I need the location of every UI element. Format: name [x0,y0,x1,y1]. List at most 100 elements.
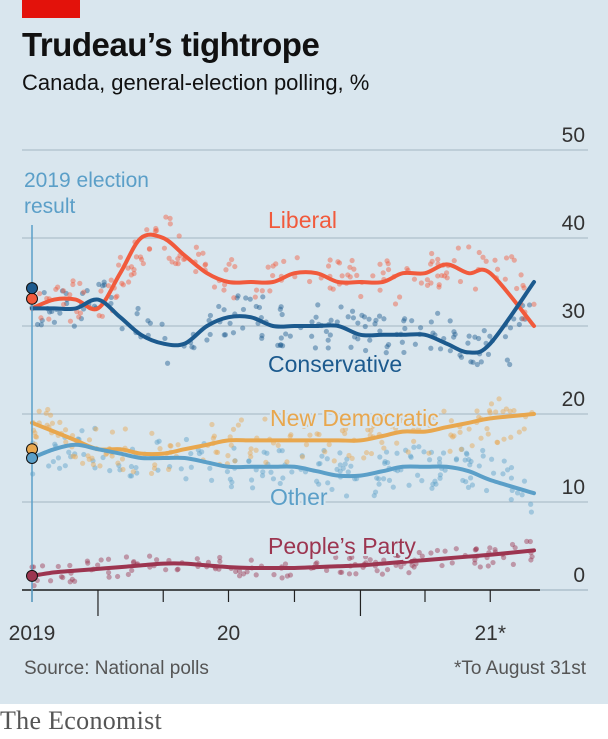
poll-dot [377,454,383,460]
poll-dot [116,262,122,268]
poll-dot [394,440,400,446]
poll-dot [78,316,84,322]
poll-dot [328,317,334,323]
poll-dot [154,439,160,445]
poll-dot [62,463,68,469]
poll-dot [278,304,284,310]
poll-dot [51,319,58,325]
poll-dot [428,319,434,325]
poll-dot [487,545,493,551]
poll-dot [503,406,509,412]
poll-dot [303,442,310,448]
poll-dot [148,470,155,477]
poll-dot [253,572,259,578]
x-tick-label: 2019 [9,622,56,645]
poll-dot [466,333,472,339]
poll-dot [411,438,417,444]
poll-dot [70,453,76,459]
poll-dot [367,337,373,343]
poll-dot [511,407,517,414]
poll-dot [348,344,354,350]
poll-dot [401,318,407,324]
poll-dot [501,436,507,442]
poll-dot [265,264,271,270]
poll-dot [376,313,383,319]
poll-dot [307,278,313,285]
poll-dot [426,457,433,463]
poll-dot [477,564,483,570]
trend-line-people-s-party [30,548,536,578]
poll-dot [409,318,415,324]
poll-dot [353,571,359,577]
poll-dot [175,566,181,572]
poll-dot [340,465,346,471]
poll-dot [125,571,131,578]
poll-dot [79,428,85,434]
poll-dot [105,283,112,289]
poll-dot [436,460,443,466]
poll-dot [262,416,268,422]
poll-dot [230,426,237,432]
poll-dot [175,442,181,448]
poll-dot [433,481,439,487]
poll-dot [109,429,116,435]
poll-dot [435,310,441,316]
poll-dot [260,469,266,475]
poll-dot [385,459,391,466]
poll-dot [493,409,499,415]
poll-dot [105,569,112,576]
poll-dot [223,267,229,273]
poll-dot [93,426,99,432]
poll-dot [458,354,465,360]
poll-dot [138,256,145,263]
poll-dot [119,326,125,332]
poll-dot [41,289,47,296]
poll-dot [100,454,106,461]
y-tick-label: 50 [562,124,585,147]
poll-dot [316,431,322,438]
poll-dot [345,314,351,320]
poll-dot [305,421,312,427]
poll-dot [230,330,237,336]
poll-dot [217,554,223,561]
poll-dot [153,225,159,232]
poll-dot [115,573,121,580]
poll-dot [248,557,254,563]
poll-dot [133,254,140,260]
poll-dot [152,462,158,468]
poll-dot [457,429,463,435]
poll-dot [317,460,323,467]
poll-dot [494,439,500,445]
poll-dot [485,351,492,357]
poll-dot [501,554,507,561]
poll-dot [313,314,319,320]
poll-dot [106,574,112,580]
poll-dot [347,264,353,270]
brand-red-tag [22,0,80,18]
poll-dot [450,434,456,440]
poll-dot [447,448,453,454]
poll-dot [194,556,200,562]
poll-dot [406,570,412,576]
poll-dot [382,458,388,465]
poll-dot [131,270,137,277]
poll-dot [345,272,351,278]
poll-dot [468,458,474,465]
poll-dot [411,276,418,282]
poll-dot [361,314,368,320]
poll-dot [447,318,453,324]
poll-dot [130,469,136,475]
poll-dot [279,311,285,318]
chart-title: Trudeau’s tightrope [22,26,320,63]
poll-dot [214,449,221,455]
poll-dot [275,342,281,348]
poll-dot [164,360,171,366]
poll-dot [39,317,45,324]
poll-dot [259,332,265,339]
poll-dot [71,323,77,329]
poll-dot [128,463,135,470]
poll-dot [510,561,516,568]
poll-dot [235,293,241,299]
poll-dot [227,320,233,326]
poll-dot [444,275,450,281]
